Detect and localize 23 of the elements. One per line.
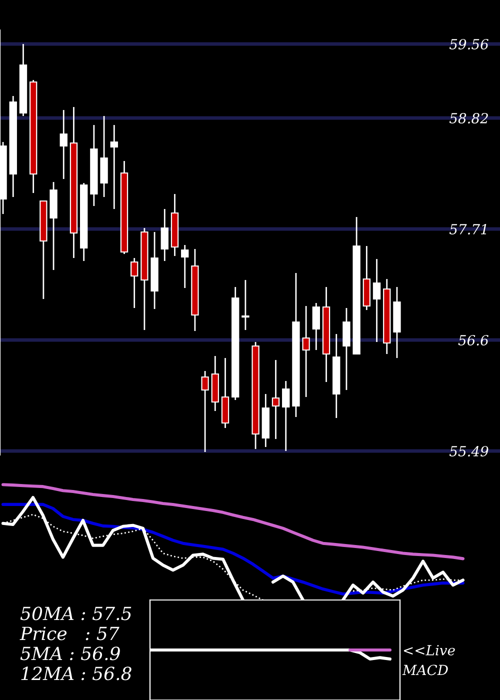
text: Price : 57	[20, 626, 120, 640]
candlestick	[272, 359, 280, 440]
candlestick	[181, 244, 189, 289]
text: 5MA : 56.9	[20, 646, 120, 660]
candlestick	[372, 258, 381, 343]
candlestick	[160, 208, 168, 262]
candlestick	[302, 305, 310, 398]
candlestick	[201, 370, 209, 453]
candlestick	[110, 124, 118, 210]
candlestick	[282, 380, 290, 452]
y-tick-label: 59.56	[449, 38, 488, 50]
candlestick	[312, 302, 320, 351]
candlestick	[242, 279, 250, 331]
text: 50MA : 57.5	[20, 606, 132, 620]
y-tick-label: 57.71	[449, 224, 486, 234]
y-tick-label: 56.6	[458, 334, 488, 346]
candlestick	[130, 257, 138, 309]
candlestick	[60, 109, 68, 180]
y-tick-label: 55.49	[449, 446, 488, 456]
text: <<Live MACD	[402, 645, 455, 676]
candlestick	[342, 307, 350, 391]
text: 12MA : 56.8	[21, 666, 132, 680]
y-tick-label: 58.82	[449, 112, 488, 124]
